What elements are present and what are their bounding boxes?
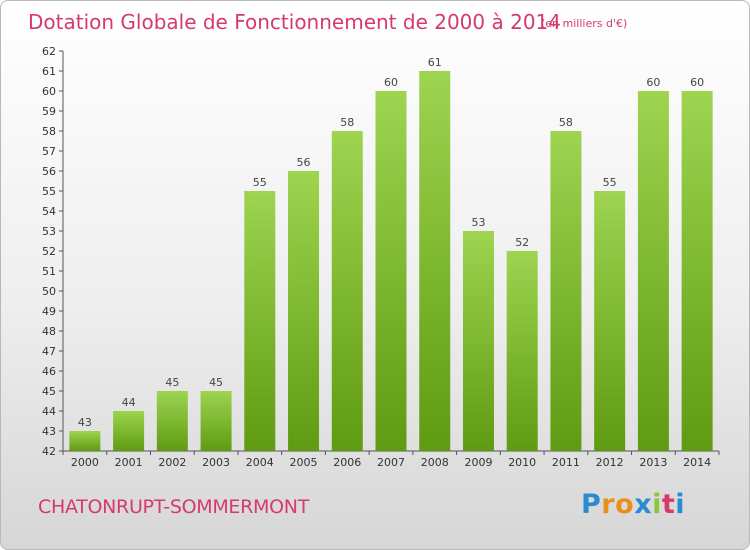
bar-2000 xyxy=(69,431,101,451)
y-tick-label: 55 xyxy=(42,185,56,198)
logo-letter: i xyxy=(675,489,686,520)
y-tick-label: 48 xyxy=(42,325,56,338)
y-axis: 42 43 44 45 46 47 48 49 50 51 52 53 54 55 56 57 58 59 60 61… xyxy=(42,45,64,458)
y-tick-label: 60 xyxy=(42,85,56,98)
x-tick-label: 2007 xyxy=(377,456,405,469)
data-labels: 43 44 45 45 55 56 58 60 61 53 52 58 55 60 60 xyxy=(78,56,704,429)
bar-2011 xyxy=(550,131,582,451)
y-tick-label: 52 xyxy=(42,245,56,258)
x-axis: 2000 2001 2002 2003 2004 2005 2006 2007 2008 2009… xyxy=(62,450,720,469)
x-tick-label: 2004 xyxy=(246,456,274,469)
x-tick-label: 2011 xyxy=(552,456,580,469)
commune-name: CHATONRUPT-SOMMERMONT xyxy=(38,496,310,518)
chart-title: Dotation Globale de Fonctionnement de 20… xyxy=(28,10,561,34)
data-label-2004: 55 xyxy=(253,176,267,189)
bar-2008 xyxy=(419,71,451,451)
x-tick-label: 2009 xyxy=(464,456,492,469)
x-tick-label: 2001 xyxy=(115,456,143,469)
bar-2003 xyxy=(200,391,232,451)
data-label-2014: 60 xyxy=(690,76,704,89)
y-tick-label: 54 xyxy=(42,205,56,218)
logo-letter: t xyxy=(661,489,676,520)
data-label-2010: 52 xyxy=(515,236,529,249)
y-tick-label: 46 xyxy=(42,365,56,378)
x-tick-label: 2002 xyxy=(158,456,186,469)
bar-2009 xyxy=(462,231,494,451)
x-tick-label: 2013 xyxy=(639,456,667,469)
bar-2004 xyxy=(244,191,276,451)
bar-2010 xyxy=(506,251,538,451)
bars xyxy=(69,71,713,451)
y-tick-label: 42 xyxy=(42,445,56,458)
x-tick-label: 2008 xyxy=(421,456,449,469)
y-tick-label: 56 xyxy=(42,165,56,178)
data-label-2002: 45 xyxy=(165,376,179,389)
data-label-2001: 44 xyxy=(122,396,136,409)
y-tick-label: 44 xyxy=(42,405,56,418)
bar-2005 xyxy=(288,171,320,451)
x-tick-label: 2012 xyxy=(596,456,624,469)
data-label-2012: 55 xyxy=(603,176,617,189)
bar-2012 xyxy=(594,191,626,451)
data-label-2000: 43 xyxy=(78,416,92,429)
x-tick-label: 2003 xyxy=(202,456,230,469)
x-tick-label: 2014 xyxy=(683,456,711,469)
y-tick-label: 58 xyxy=(42,125,56,138)
data-label-2007: 60 xyxy=(384,76,398,89)
bar-2006 xyxy=(331,131,363,451)
data-label-2003: 45 xyxy=(209,376,223,389)
y-tick-label: 57 xyxy=(42,145,56,158)
x-tick-label: 2010 xyxy=(508,456,536,469)
y-tick-label: 45 xyxy=(42,385,56,398)
bar-2007 xyxy=(375,91,407,451)
y-tick-label: 43 xyxy=(42,425,56,438)
chart-unit-note: (en milliers d'€) xyxy=(541,17,628,30)
data-label-2005: 56 xyxy=(297,156,311,169)
x-tick-label: 2000 xyxy=(71,456,99,469)
data-label-2013: 60 xyxy=(646,76,660,89)
logo-letter: r xyxy=(601,489,616,520)
proxiti-logo[interactable]: Proxiti xyxy=(581,489,685,520)
logo-letter: P xyxy=(581,489,602,520)
x-tick-label: 2005 xyxy=(290,456,318,469)
y-tick-label: 53 xyxy=(42,225,56,238)
bar-2013 xyxy=(637,91,669,451)
y-tick-label: 50 xyxy=(42,285,56,298)
y-tick-label: 59 xyxy=(42,105,56,118)
logo-letter: i xyxy=(652,489,662,520)
data-label-2008: 61 xyxy=(428,56,442,69)
y-tick-label: 51 xyxy=(42,265,56,278)
y-tick-label: 47 xyxy=(42,345,56,358)
logo-letter: x xyxy=(634,489,653,520)
logo-letter: o xyxy=(615,489,635,520)
y-tick-label: 62 xyxy=(42,45,56,58)
x-tick-label: 2006 xyxy=(333,456,361,469)
bar-2014 xyxy=(681,91,713,451)
data-label-2006: 58 xyxy=(340,116,354,129)
bar-2001 xyxy=(113,411,145,451)
y-tick-label: 49 xyxy=(42,305,56,318)
data-label-2009: 53 xyxy=(471,216,485,229)
y-tick-label: 61 xyxy=(42,65,56,78)
bar-2002 xyxy=(156,391,188,451)
data-label-2011: 58 xyxy=(559,116,573,129)
